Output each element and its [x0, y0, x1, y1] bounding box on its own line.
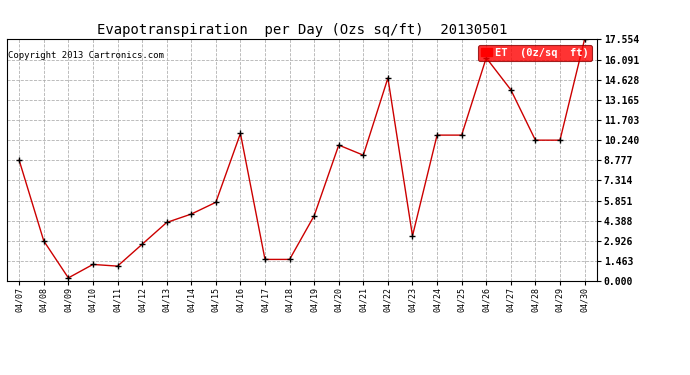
Title: Evapotranspiration  per Day (Ozs sq/ft)  20130501: Evapotranspiration per Day (Ozs sq/ft) 2…	[97, 23, 507, 37]
Text: Copyright 2013 Cartronics.com: Copyright 2013 Cartronics.com	[8, 51, 164, 60]
Legend: ET  (0z/sq  ft): ET (0z/sq ft)	[478, 45, 591, 61]
